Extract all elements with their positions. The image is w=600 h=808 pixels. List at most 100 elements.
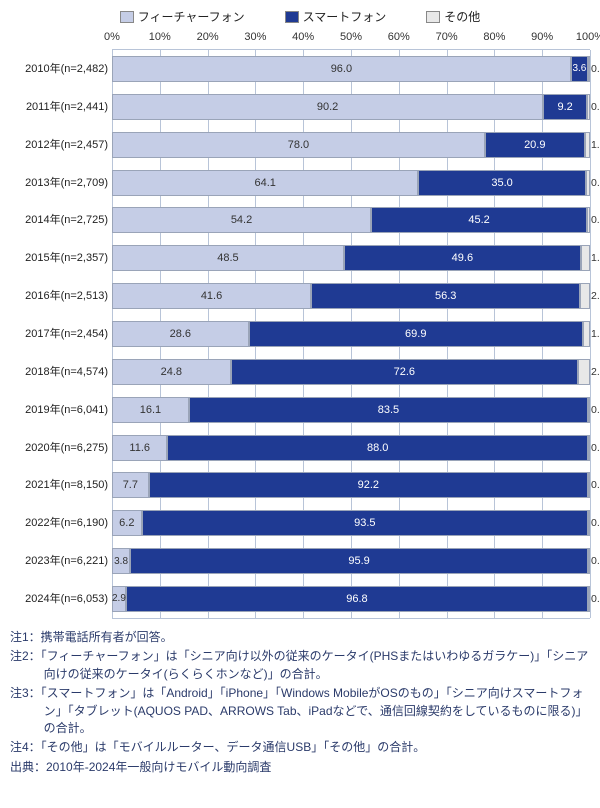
x-tick: 100% bbox=[576, 31, 600, 43]
note-1: 注1：携帯電話所有者が回答。 bbox=[10, 629, 590, 646]
bar-row: 90.29.20.6 bbox=[112, 94, 590, 120]
y-label: 2013年(n=2,709) bbox=[10, 170, 110, 196]
value-label: 1.1 bbox=[591, 139, 600, 151]
x-tick: 10% bbox=[149, 31, 171, 43]
legend-swatch-other bbox=[426, 11, 440, 23]
y-label: 2020年(n=6,275) bbox=[10, 435, 110, 461]
bar-segment: 0.9 bbox=[586, 170, 590, 196]
value-label: 0.3 bbox=[591, 404, 600, 416]
x-tick: 30% bbox=[244, 31, 266, 43]
bar-segment: 96.0 bbox=[112, 56, 571, 82]
note-2: 注2：「フィーチャーフォン」は「シニア向け以外の従来のケータイ(PHSまたはいわ… bbox=[10, 648, 590, 683]
legend-item: フィーチャーフォン bbox=[120, 8, 245, 25]
legend-label: フィーチャーフォン bbox=[138, 8, 245, 25]
bar-segment: 45.2 bbox=[371, 207, 587, 233]
y-label: 2018年(n=4,574) bbox=[10, 359, 110, 385]
bar-segment: 49.6 bbox=[344, 245, 581, 271]
y-label: 2016年(n=2,513) bbox=[10, 283, 110, 309]
bar-segment: 0.3 bbox=[588, 586, 590, 612]
bar-segment: 2.0 bbox=[580, 283, 590, 309]
bar-segment: 72.6 bbox=[231, 359, 578, 385]
bar-segment: 1.1 bbox=[585, 132, 590, 158]
bar-row: 64.135.00.9 bbox=[112, 170, 590, 196]
x-tick: 0% bbox=[104, 31, 120, 43]
legend-item: スマートフォン bbox=[285, 8, 387, 25]
bar-segment: 90.2 bbox=[112, 94, 543, 120]
y-label: 2023年(n=6,221) bbox=[10, 548, 110, 574]
value-label: 0.3 bbox=[591, 555, 600, 567]
value-label: 0.6 bbox=[591, 101, 600, 113]
bar-row: 48.549.61.9 bbox=[112, 245, 590, 271]
bar-row: 3.895.90.3 bbox=[112, 548, 590, 574]
y-label: 2011年(n=2,441) bbox=[10, 94, 110, 120]
legend-label: スマートフォン bbox=[303, 8, 387, 25]
legend-item: その他 bbox=[426, 8, 480, 25]
note-3: 注3：「スマートフォン」は「Android」「iPhone」「Windows M… bbox=[10, 685, 590, 737]
bar-segment: 2.5 bbox=[578, 359, 590, 385]
bar-segment: 6.2 bbox=[112, 510, 142, 536]
value-label: 0.4 bbox=[591, 442, 600, 454]
y-label: 2014年(n=2,725) bbox=[10, 207, 110, 233]
bar-segment: 20.9 bbox=[485, 132, 585, 158]
bar-segment: 3.6 bbox=[571, 56, 588, 82]
x-axis: 0%10%20%30%40%50%60%70%80%90%100% bbox=[112, 31, 590, 47]
bar-segment: 88.0 bbox=[167, 435, 588, 461]
bar-segment: 54.2 bbox=[112, 207, 371, 233]
x-tick: 90% bbox=[531, 31, 553, 43]
bar-segment: 1.5 bbox=[583, 321, 590, 347]
value-label: 2.0 bbox=[591, 290, 600, 302]
bar-segment: 0.4 bbox=[588, 56, 590, 82]
bar-segment: 0.3 bbox=[588, 510, 590, 536]
legend-label: その他 bbox=[444, 8, 480, 25]
bar-segment: 7.7 bbox=[112, 472, 149, 498]
x-tick: 80% bbox=[483, 31, 505, 43]
y-label: 2024年(n=6,053) bbox=[10, 586, 110, 612]
bar-segment: 0.4 bbox=[588, 435, 590, 461]
bar-segment: 1.9 bbox=[581, 245, 590, 271]
bar-segment: 48.5 bbox=[112, 245, 344, 271]
bar-segment: 0.3 bbox=[588, 548, 590, 574]
bar-segment: 9.2 bbox=[543, 94, 587, 120]
bar-segment: 78.0 bbox=[112, 132, 485, 158]
value-label: 1.9 bbox=[591, 252, 600, 264]
bar-row: 2.996.80.3 bbox=[112, 586, 590, 612]
bar-segment: 2.9 bbox=[112, 586, 126, 612]
y-axis-labels: 2010年(n=2,482)2011年(n=2,441)2012年(n=2,45… bbox=[10, 50, 110, 618]
y-label: 2017年(n=2,454) bbox=[10, 321, 110, 347]
bar-segment: 28.6 bbox=[112, 321, 249, 347]
bar-row: 41.656.32.0 bbox=[112, 283, 590, 309]
bar-segment: 0.6 bbox=[587, 94, 590, 120]
x-tick: 50% bbox=[340, 31, 362, 43]
bar-segment: 0.2 bbox=[588, 472, 590, 498]
bar-row: 78.020.91.1 bbox=[112, 132, 590, 158]
note-4: 注4：「その他」は「モバイルルーター、データ通信USB」「その他」の合計。 bbox=[10, 739, 590, 756]
bar-segment: 0.3 bbox=[588, 397, 590, 423]
value-label: 2.5 bbox=[591, 366, 600, 378]
bar-row: 24.872.62.5 bbox=[112, 359, 590, 385]
value-label: 0.4 bbox=[591, 63, 600, 75]
bar-row: 96.03.60.4 bbox=[112, 56, 590, 82]
bar-segment: 96.8 bbox=[126, 586, 588, 612]
bar-row: 16.183.50.3 bbox=[112, 397, 590, 423]
bar-row: 28.669.91.5 bbox=[112, 321, 590, 347]
chart-area: 2010年(n=2,482)2011年(n=2,441)2012年(n=2,45… bbox=[112, 49, 590, 619]
bar-segment: 3.8 bbox=[112, 548, 130, 574]
x-tick: 20% bbox=[197, 31, 219, 43]
value-label: 1.5 bbox=[591, 328, 600, 340]
x-tick: 60% bbox=[388, 31, 410, 43]
value-label: 0.6 bbox=[591, 214, 600, 226]
bar-segment: 24.8 bbox=[112, 359, 231, 385]
bars: 96.03.60.490.29.20.678.020.91.164.135.00… bbox=[112, 50, 590, 618]
y-label: 2010年(n=2,482) bbox=[10, 56, 110, 82]
value-label: 0.2 bbox=[591, 479, 600, 491]
bar-row: 7.792.20.2 bbox=[112, 472, 590, 498]
bar-segment: 35.0 bbox=[418, 170, 585, 196]
x-tick: 40% bbox=[292, 31, 314, 43]
legend: フィーチャーフォン スマートフォン その他 bbox=[10, 8, 590, 25]
bar-segment: 41.6 bbox=[112, 283, 311, 309]
bar-segment: 83.5 bbox=[189, 397, 588, 423]
source: 出典：2010年-2024年一般向けモバイル動向調査 bbox=[10, 759, 590, 776]
bar-segment: 16.1 bbox=[112, 397, 189, 423]
legend-swatch-feature bbox=[120, 11, 134, 23]
bar-row: 54.245.20.6 bbox=[112, 207, 590, 233]
